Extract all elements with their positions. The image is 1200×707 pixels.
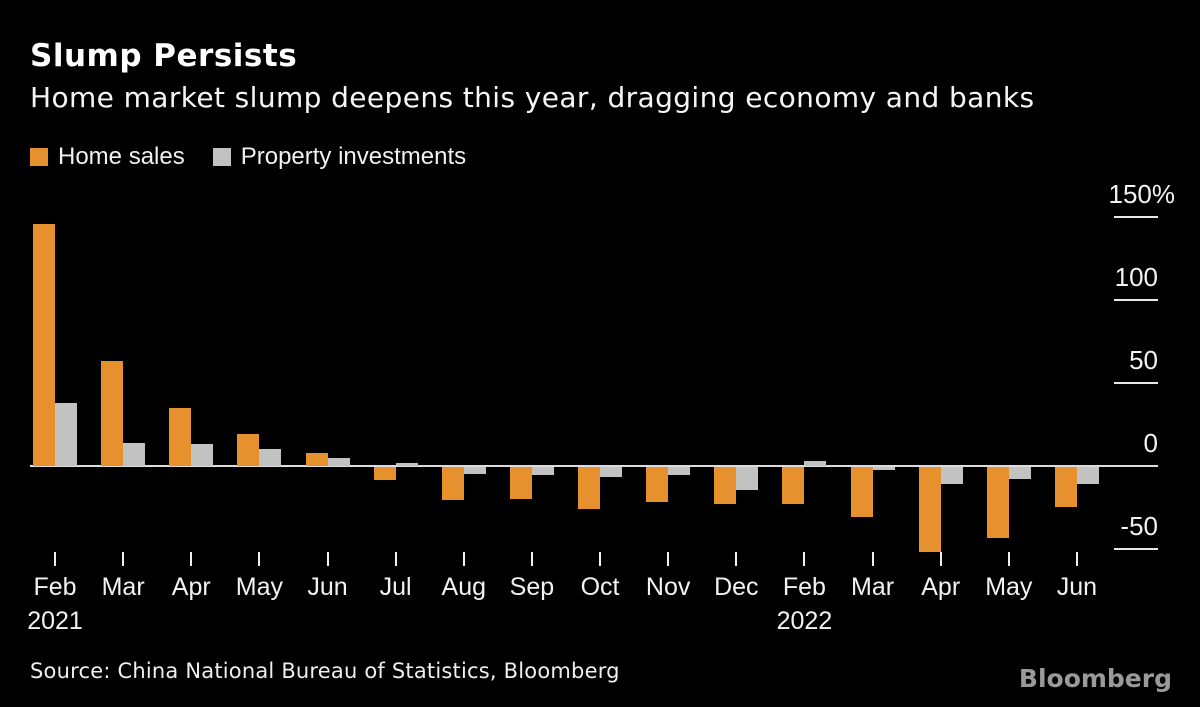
bar-home-sales-apr-2 <box>169 407 191 466</box>
bar-property-investments-oct-8 <box>600 467 622 477</box>
bar-property-investments-apr-13 <box>941 467 963 484</box>
x-axis-tick-apr-13 <box>939 552 942 566</box>
chart-title: Slump Persists <box>30 38 298 74</box>
y-axis-tick-100 <box>1114 299 1158 301</box>
x-axis-label-sep-7: Sep <box>509 573 555 601</box>
x-axis-label-mar-1: Mar <box>101 573 145 601</box>
bar-home-sales-mar-1 <box>101 361 123 466</box>
x-axis-label-apr-2: Apr <box>171 573 211 601</box>
bar-home-sales-may-14 <box>987 467 1009 539</box>
x-axis-label-dec-10: Dec <box>714 573 759 601</box>
x-axis-label-jun-15: Jun <box>1056 573 1098 601</box>
x-axis-year-label-2022: 2022 <box>776 607 833 635</box>
bar-property-investments-jun-15 <box>1077 467 1099 484</box>
y-axis-label-50: 50 <box>1129 345 1158 375</box>
y-axis-label-0: 0 <box>1143 428 1158 458</box>
x-axis-tick-dec-10 <box>735 552 738 566</box>
bar-property-investments-aug-6 <box>464 467 486 474</box>
x-axis-label-aug-6: Aug <box>441 573 486 601</box>
y-axis-label-100: 100 <box>1114 262 1158 292</box>
x-axis-tick-jun-4 <box>326 552 329 566</box>
bar-property-investments-may-14 <box>1009 467 1031 479</box>
x-axis-label-jun-4: Jun <box>307 573 348 601</box>
bar-home-sales-aug-6 <box>442 467 464 501</box>
bar-property-investments-mar-1 <box>123 442 145 466</box>
bar-home-sales-apr-13 <box>919 467 941 552</box>
chart-subtitle: Home market slump deepens this year, dra… <box>30 81 1035 114</box>
bar-home-sales-nov-9 <box>646 467 668 502</box>
x-axis-tick-sep-7 <box>530 552 533 566</box>
bar-property-investments-sep-7 <box>532 467 554 476</box>
x-axis-tick-mar-1 <box>122 552 125 566</box>
bar-home-sales-dec-10 <box>714 467 736 504</box>
bar-property-investments-nov-9 <box>668 467 690 476</box>
bar-home-sales-jun-4 <box>306 452 328 466</box>
legend-item-property-investments: Property investments <box>212 143 467 171</box>
x-axis-label-nov-9: Nov <box>645 573 691 601</box>
bar-home-sales-mar-12 <box>851 467 873 517</box>
y-axis-tick-50 <box>1114 382 1158 384</box>
x-axis-tick-feb-0 <box>54 552 56 566</box>
x-axis-zero-line <box>30 465 1158 467</box>
bar-property-investments-feb-0 <box>55 402 77 466</box>
x-axis-tick-mar-12 <box>871 552 874 566</box>
x-axis-label-apr-13: Apr <box>921 573 961 601</box>
y-axis-label-150: 150% <box>1108 179 1176 209</box>
y-axis-label--50: -50 <box>1120 511 1158 541</box>
bar-property-investments-may-3 <box>259 449 281 466</box>
legend-label-property-investments: Property investments <box>240 143 467 170</box>
x-axis-tick-feb-11 <box>803 552 806 566</box>
bar-home-sales-sep-7 <box>510 467 532 499</box>
x-axis-label-jul-5: Jul <box>379 573 412 601</box>
bar-property-investments-dec-10 <box>736 467 758 491</box>
source-note: Source: China National Bureau of Statist… <box>30 659 620 683</box>
chart-legend: Home sales Property investments <box>30 143 466 171</box>
x-axis-tick-may-3 <box>258 552 261 566</box>
bar-property-investments-jul-5 <box>396 462 418 466</box>
bar-home-sales-feb-0 <box>33 223 55 466</box>
property-investments-swatch-icon <box>212 148 231 166</box>
x-axis-tick-may-14 <box>1007 552 1010 566</box>
y-axis-tick--50 <box>1114 548 1158 550</box>
x-axis-label-feb-11: Feb <box>782 573 826 601</box>
bloomberg-logo: Bloomberg <box>1018 664 1172 693</box>
legend-item-home-sales: Home sales <box>30 143 185 171</box>
bar-home-sales-jul-5 <box>374 467 396 481</box>
x-axis-label-feb-0: Feb <box>33 573 77 601</box>
bar-property-investments-mar-12 <box>873 467 895 471</box>
home-sales-swatch-icon <box>30 148 48 166</box>
legend-label-home-sales: Home sales <box>58 143 185 170</box>
x-axis-tick-nov-9 <box>667 552 670 566</box>
bar-property-investments-jun-4 <box>328 457 350 466</box>
x-axis-year-label-2021: 2021 <box>27 607 83 635</box>
x-axis-label-may-3: May <box>235 573 283 601</box>
bar-property-investments-apr-2 <box>191 444 213 466</box>
bar-home-sales-may-3 <box>237 434 259 466</box>
bar-home-sales-jun-15 <box>1055 467 1077 507</box>
x-axis-tick-aug-6 <box>462 552 465 566</box>
x-axis-label-oct-8: Oct <box>580 573 620 601</box>
x-axis-tick-oct-8 <box>599 552 602 566</box>
bar-property-investments-feb-11 <box>804 461 826 466</box>
x-axis-tick-jun-15 <box>1075 552 1078 566</box>
bar-home-sales-oct-8 <box>578 467 600 509</box>
x-axis-label-may-14: May <box>985 573 1033 601</box>
x-axis-tick-jul-5 <box>394 552 397 566</box>
bar-home-sales-feb-11 <box>782 467 804 504</box>
x-axis-label-mar-12: Mar <box>851 573 895 601</box>
y-axis-tick-150 <box>1114 216 1158 218</box>
x-axis-tick-apr-2 <box>190 552 193 566</box>
